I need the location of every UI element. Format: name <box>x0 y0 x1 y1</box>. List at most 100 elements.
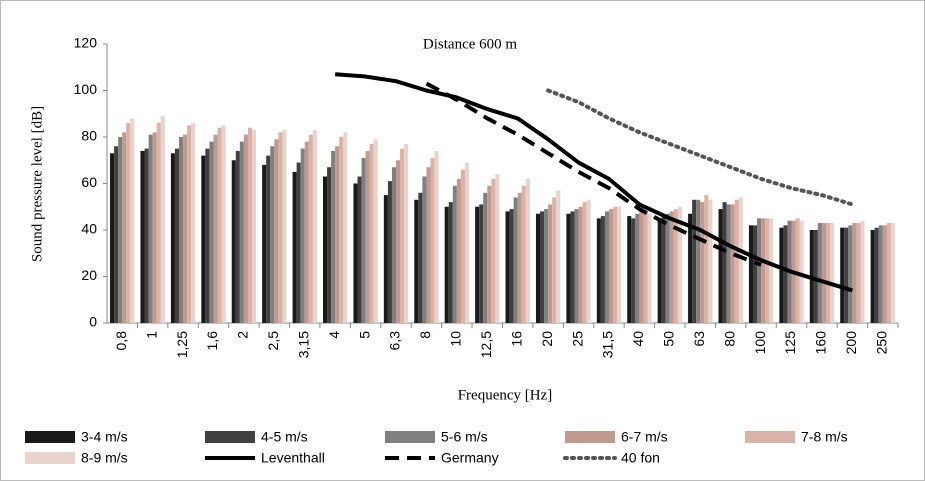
bar <box>734 199 739 323</box>
bar <box>665 213 670 323</box>
y-tick-label: 120 <box>74 35 98 51</box>
legend-label: 4-5 m/s <box>261 429 308 445</box>
bar <box>574 209 579 323</box>
bar <box>110 153 115 323</box>
bar <box>769 218 774 323</box>
bar <box>300 148 305 323</box>
bar <box>235 150 240 323</box>
bar <box>122 132 127 323</box>
legend-swatch <box>25 431 75 443</box>
bar <box>335 146 340 323</box>
bar <box>221 125 226 323</box>
y-tick-label: 100 <box>74 81 98 97</box>
bar <box>418 192 423 323</box>
bar <box>170 153 175 323</box>
bar <box>765 218 770 323</box>
bar <box>339 137 344 323</box>
bar <box>448 202 453 323</box>
bar <box>262 164 267 323</box>
x-tick-label: 12,5 <box>478 331 494 358</box>
bar <box>422 176 427 323</box>
bar <box>677 206 682 323</box>
x-tick-label: 63 <box>691 331 707 347</box>
y-tick-label: 80 <box>81 128 97 144</box>
bar <box>217 127 222 323</box>
bar <box>513 197 518 323</box>
legend-label: Leventhall <box>261 450 325 466</box>
bar <box>856 223 861 323</box>
x-tick-label: 1 <box>143 331 159 339</box>
bar <box>239 141 244 323</box>
x-tick-label: 25 <box>569 331 585 347</box>
bar <box>525 178 530 323</box>
bar <box>757 218 762 323</box>
legend-label: 5-6 m/s <box>441 429 488 445</box>
bar <box>596 218 601 323</box>
bar <box>722 202 727 323</box>
legend-swatch <box>565 431 615 443</box>
bar <box>156 123 161 323</box>
bar <box>882 225 887 323</box>
line <box>546 88 855 207</box>
bar <box>460 169 465 323</box>
bar <box>387 181 392 323</box>
bar <box>426 167 431 323</box>
bar <box>886 223 891 323</box>
bar <box>521 185 526 323</box>
x-tick-label: 16 <box>508 331 524 347</box>
bar <box>544 209 549 323</box>
bar <box>483 192 488 323</box>
bar <box>627 216 632 323</box>
bar <box>479 204 484 323</box>
bar <box>783 225 788 323</box>
bar <box>600 216 605 323</box>
bar <box>704 195 709 323</box>
bar <box>700 202 705 323</box>
bar <box>830 223 835 323</box>
bar <box>657 218 662 323</box>
bar <box>852 223 857 323</box>
y-tick-label: 0 <box>89 314 97 330</box>
bar <box>373 139 378 323</box>
bar <box>517 192 522 323</box>
bar <box>296 162 301 323</box>
bar <box>475 206 480 323</box>
bar <box>148 134 153 323</box>
chart-title: Distance 600 m <box>423 36 517 52</box>
legend-label: Germany <box>441 450 499 466</box>
bar <box>799 220 804 323</box>
legend-label: 6-7 m/s <box>621 429 668 445</box>
bar <box>631 218 636 323</box>
bar <box>578 206 583 323</box>
bar <box>396 160 401 323</box>
bar <box>890 223 895 323</box>
bar <box>604 211 609 323</box>
bar <box>327 167 332 323</box>
bar <box>752 225 758 323</box>
y-tick-label: 60 <box>81 174 97 190</box>
x-tick-label: 250 <box>873 331 889 355</box>
bar <box>661 216 666 323</box>
bar <box>582 202 587 323</box>
y-axis-label: Sound pressure level [dB] <box>29 106 45 262</box>
bar <box>817 223 822 323</box>
x-tick-label: 80 <box>721 331 737 347</box>
bar <box>270 146 275 323</box>
x-tick-label: 160 <box>813 331 829 355</box>
bar <box>252 130 257 323</box>
bar <box>726 204 731 323</box>
bar <box>840 227 845 323</box>
line <box>335 72 853 293</box>
bar <box>860 220 865 323</box>
bar <box>404 143 409 323</box>
bar <box>243 134 248 323</box>
bar <box>708 199 713 323</box>
legend-label: 3-4 m/s <box>81 429 128 445</box>
bar <box>535 213 541 323</box>
x-tick-label: 0,8 <box>113 331 129 351</box>
x-tick-label: 10 <box>448 331 464 347</box>
bar <box>209 141 214 323</box>
bar <box>491 178 496 323</box>
bar <box>673 209 678 323</box>
